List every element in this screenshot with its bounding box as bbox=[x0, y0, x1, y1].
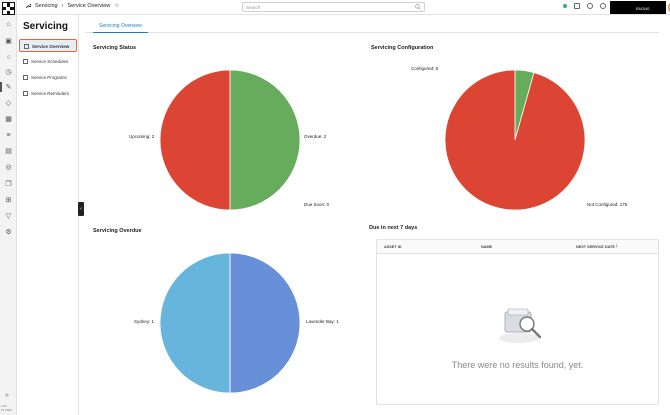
servicing-configuration-title: Servicing Configuration bbox=[371, 45, 434, 51]
sidebar-item-service-overview[interactable]: Service Overview bbox=[19, 39, 77, 52]
home-icon[interactable]: ⌂ bbox=[6, 21, 11, 28]
filter-icon[interactable]: ▽ bbox=[5, 213, 12, 220]
sidebar-item-service-reminders[interactable]: Service Reminders bbox=[19, 87, 77, 100]
breadcrumb: Servicing › Service Overview ☆ bbox=[25, 3, 119, 9]
collapse-sidebar-handle[interactable]: ‹ bbox=[78, 202, 84, 216]
arrow-down-icon[interactable]: ↓ bbox=[615, 243, 618, 249]
brand-logo: RACING bbox=[610, 1, 666, 14]
active-indicator bbox=[0, 82, 2, 92]
sidebar-title: Servicing bbox=[23, 21, 69, 32]
chevron-right-icon: › bbox=[61, 3, 64, 9]
calendar-icon bbox=[23, 59, 28, 64]
document-icon[interactable]: ▤ bbox=[5, 148, 12, 155]
network-icon[interactable]: ⊞ bbox=[5, 197, 12, 204]
tag-icon[interactable]: ◇ bbox=[5, 100, 12, 107]
sidebar-item-label: Service Reminders bbox=[31, 91, 70, 96]
version-text: v.26 27.2024 bbox=[1, 404, 12, 412]
sidebar-item-service-schedules[interactable]: Service Schedules bbox=[19, 55, 77, 68]
grid-icon[interactable]: ▦ bbox=[5, 116, 12, 123]
servicing-configuration-pie-chart bbox=[444, 69, 586, 211]
column-header-name[interactable]: NAME bbox=[481, 245, 493, 249]
left-rail: ⌂ ▣ ○ ◷ ✎ ◇ ▦ ≡ ▤ ◎ ❐ ⊞ ▽ ⚙ » v.26 27.20… bbox=[0, 0, 17, 415]
pie-slice-overdue[interactable] bbox=[159, 69, 231, 211]
search-placeholder: Search bbox=[246, 5, 261, 10]
column-header-next-service-date[interactable]: NEXT SERVICE DATE bbox=[576, 245, 615, 249]
sidebar-item-label: Service Programs bbox=[31, 75, 67, 80]
expand-rail-icon[interactable]: » bbox=[5, 392, 9, 399]
wrench-icon bbox=[25, 3, 31, 9]
list-icon bbox=[23, 75, 28, 80]
servicing-overdue-title: Servicing Overdue bbox=[93, 228, 142, 234]
app-logo[interactable] bbox=[2, 2, 15, 15]
search-input[interactable]: Search bbox=[242, 2, 425, 12]
search-icon[interactable]: ○ bbox=[6, 54, 11, 61]
tab-bar: Servicing Overview bbox=[85, 19, 659, 33]
magnify-icon[interactable]: ◎ bbox=[5, 164, 12, 171]
pie-label-due-soon: Due Soon: 0 bbox=[304, 202, 330, 207]
wrench-icon[interactable]: ✎ bbox=[5, 84, 12, 91]
empty-folder-magnifier-icon bbox=[499, 308, 542, 343]
help-icon[interactable] bbox=[587, 3, 593, 9]
sidebar-item-service-programs[interactable]: Service Programs bbox=[19, 71, 77, 84]
box-icon[interactable]: ▣ bbox=[5, 38, 12, 45]
pie-label-configured: Configured: 8 bbox=[411, 66, 439, 71]
pie-label-upcoming: Upcoming: 2 bbox=[129, 134, 155, 139]
bell-icon bbox=[23, 91, 28, 96]
column-header-asset-id[interactable]: ASSET ID bbox=[384, 245, 402, 249]
tab-servicing-overview[interactable]: Servicing Overview bbox=[93, 19, 148, 33]
status-dot-icon bbox=[563, 4, 567, 8]
top-bar: Servicing › Service Overview ☆ Search RA… bbox=[17, 0, 670, 15]
pie-label-overdue: Overdue: 2 bbox=[304, 134, 327, 139]
table-header: ASSET ID NAME NEXT SERVICE DATE ↓ bbox=[377, 240, 658, 254]
main-content: Servicing Overview Servicing Status Serv… bbox=[79, 15, 670, 415]
copy-icon[interactable]: ❐ bbox=[5, 181, 12, 188]
chart-icon bbox=[24, 44, 29, 49]
list-icon[interactable]: ≡ bbox=[6, 132, 11, 139]
pie-label-lavender-bay: Lavender Bay: 1 bbox=[306, 319, 339, 324]
pie-slice-sydney[interactable] bbox=[229, 252, 301, 394]
due-next-7-days-title: Due in next 7 days bbox=[369, 225, 418, 231]
secondary-sidebar: Servicing Service Overview Service Sched… bbox=[17, 15, 79, 415]
pie-slice-not-configured[interactable] bbox=[444, 69, 586, 211]
pie-label-not-configured: Not Configured: 175 bbox=[587, 202, 628, 207]
brand-text: RACING bbox=[636, 7, 650, 11]
pie-slice-upcoming[interactable] bbox=[229, 69, 301, 211]
toolbar-icons bbox=[563, 3, 606, 9]
breadcrumb-page: Service Overview bbox=[67, 3, 111, 9]
sidebar-item-label: Service Overview bbox=[32, 44, 70, 49]
sidebar-item-label: Service Schedules bbox=[31, 59, 69, 64]
notifications-icon[interactable] bbox=[600, 3, 606, 9]
servicing-status-title: Servicing Status bbox=[93, 45, 137, 51]
breadcrumb-section[interactable]: Servicing bbox=[35, 3, 58, 9]
fullscreen-icon[interactable] bbox=[574, 3, 580, 9]
pie-slice-lavender-bay[interactable] bbox=[159, 252, 231, 394]
settings-icon[interactable]: ⚙ bbox=[5, 229, 12, 236]
search-icon bbox=[415, 4, 421, 10]
star-icon[interactable]: ☆ bbox=[114, 3, 120, 9]
pie-label-sydney: Sydney: 1 bbox=[134, 319, 155, 324]
servicing-status-pie-chart bbox=[159, 69, 301, 211]
clock-icon[interactable]: ◷ bbox=[5, 69, 12, 76]
servicing-overdue-pie-chart bbox=[159, 252, 301, 394]
due-services-table: ASSET ID NAME NEXT SERVICE DATE ↓ There … bbox=[376, 239, 659, 405]
empty-results-message: There were no results found, yet. bbox=[451, 360, 584, 370]
